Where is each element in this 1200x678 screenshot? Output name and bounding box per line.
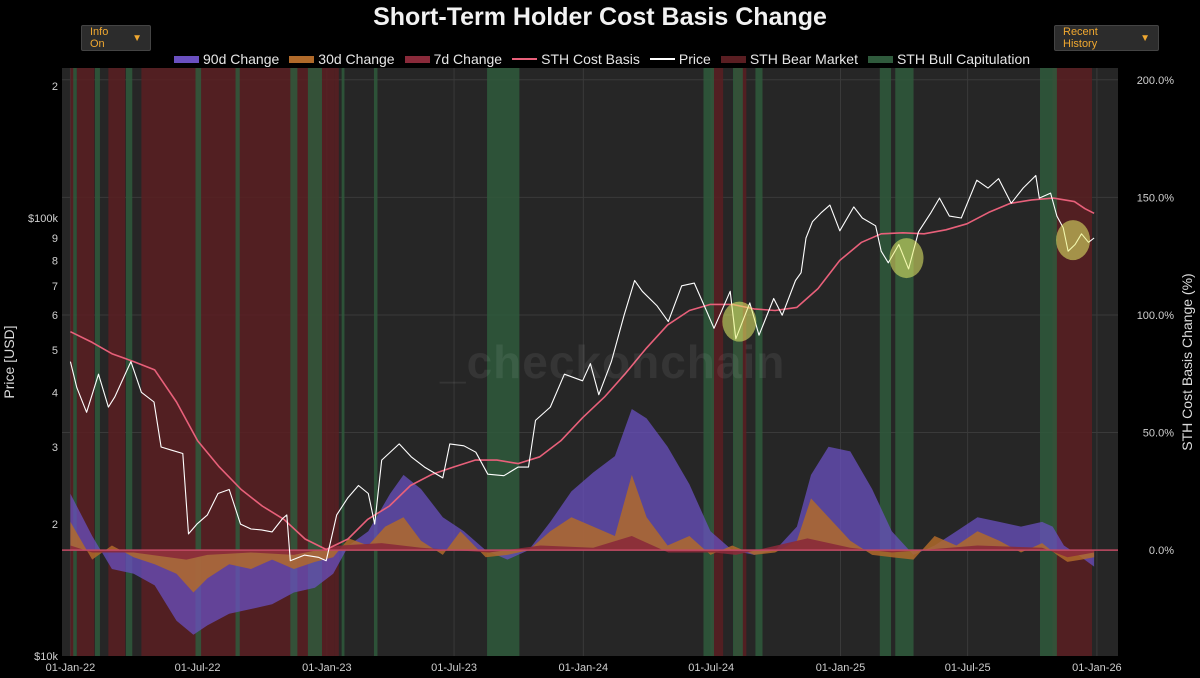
price-line: [69, 174, 1095, 562]
left-tick-label: $100k: [28, 213, 58, 225]
legend-item-90d[interactable]: 90d Change: [174, 51, 279, 67]
bear-market-band: [711, 68, 724, 656]
bull-capitulation-band: [95, 68, 100, 656]
bull-capitulation-band: [195, 68, 202, 656]
legend-item-price[interactable]: Price: [649, 51, 711, 67]
legend-swatch: [720, 55, 746, 63]
x-tick-label: 01-Jul-22: [175, 662, 221, 674]
dropdown-arrow-icon: ▼: [132, 32, 142, 44]
legend-item-7d[interactable]: 7d Change: [404, 51, 503, 67]
bull-capitulation-band: [373, 68, 378, 656]
right-tick-label: 50.0%: [1143, 428, 1174, 440]
right-tick-label: 200.0%: [1137, 75, 1175, 87]
legend: 90d Change 30d Change 7d Change STH Cost…: [174, 51, 1040, 67]
bear-market-band: [70, 68, 74, 656]
legend-label: 7d Change: [433, 51, 503, 67]
change-30d-area: [70, 474, 1095, 593]
highlight-circle: [1056, 220, 1091, 261]
legend-swatch: [512, 58, 538, 60]
x-tick-label: 01-Jul-24: [688, 662, 734, 674]
x-tick-label: 01-Jan-23: [302, 662, 352, 674]
highlight-circle: [889, 238, 924, 279]
dropdown-arrow-icon: ▼: [1140, 32, 1150, 44]
bear-market-band: [334, 68, 339, 656]
right-tick-label: 150.0%: [1137, 192, 1175, 204]
bull-capitulation-band: [755, 68, 763, 656]
bull-capitulation-band: [235, 68, 240, 656]
x-tick-label: 01-Jan-25: [816, 662, 866, 674]
legend-item-bull-capitulation[interactable]: STH Bull Capitulation: [867, 51, 1031, 67]
x-tick-label: 01-Jul-25: [945, 662, 991, 674]
left-axis-title: Price [USD]: [1, 325, 17, 398]
info-toggle-label: Info On: [90, 26, 109, 50]
right-tick-label: 100.0%: [1137, 310, 1175, 322]
legend-swatch: [867, 55, 893, 63]
legend-label: STH Bull Capitulation: [896, 51, 1031, 67]
bear-market-band: [108, 68, 126, 656]
x-tick-label: 01-Jan-24: [559, 662, 609, 674]
bull-capitulation-band: [290, 68, 298, 656]
bull-capitulation-band: [125, 68, 133, 656]
left-tick-label: 2: [52, 519, 58, 531]
bull-capitulation-band: [1040, 68, 1057, 656]
legend-item-30d[interactable]: 30d Change: [289, 51, 395, 67]
right-tick-label: 0.0%: [1149, 545, 1174, 557]
sth-cost-basis-line: [70, 197, 1095, 551]
legend-swatch: [174, 55, 199, 63]
bull-capitulation-band: [73, 68, 77, 656]
legend-label: 90d Change: [203, 51, 280, 67]
x-tick-label: 01-Jul-23: [431, 662, 477, 674]
left-tick-label: 6: [52, 310, 58, 322]
left-tick-label: 4: [52, 387, 58, 399]
highlight-circle: [722, 301, 757, 342]
bull-capitulation-band: [703, 68, 715, 656]
left-tick-label: $10k: [34, 651, 58, 663]
watermark: _checkonchain: [440, 336, 786, 388]
range-dropdown[interactable]: Recent History ▼: [1054, 25, 1159, 51]
bull-capitulation-band: [879, 68, 892, 656]
legend-swatch: [289, 55, 315, 63]
chart-title: Short-Term Holder Cost Basis Change: [373, 3, 827, 31]
legend-label: 30d Change: [318, 51, 395, 67]
bull-capitulation-band: [732, 68, 743, 656]
info-toggle-dropdown[interactable]: Info On ▼: [81, 25, 151, 51]
x-tick-label: 01-Jan-26: [1072, 662, 1122, 674]
left-tick-label: 7: [52, 281, 58, 293]
range-label: Recent History: [1063, 26, 1098, 50]
legend-item-cost-basis[interactable]: STH Cost Basis: [512, 51, 640, 67]
right-axis-title: STH Cost Basis Change (%): [1179, 273, 1195, 450]
left-tick-label: 3: [52, 442, 58, 454]
x-tick-label: 01-Jan-22: [46, 662, 96, 674]
bull-capitulation-band: [307, 68, 322, 656]
left-tick-label: 9: [52, 233, 58, 245]
bull-capitulation-band: [895, 68, 914, 656]
bull-capitulation-band: [341, 68, 345, 656]
left-tick-label: 5: [52, 345, 58, 357]
legend-label: STH Cost Basis: [541, 51, 640, 67]
legend-swatch: [649, 58, 675, 60]
bear-market-band: [76, 68, 95, 656]
change-7d-area: [70, 536, 1095, 560]
bull-capitulation-band: [487, 68, 520, 656]
bear-market-band: [1052, 68, 1093, 656]
legend-label: Price: [678, 51, 711, 67]
legend-item-bear-market[interactable]: STH Bear Market: [720, 51, 858, 67]
left-tick-label: 2: [52, 81, 58, 93]
left-tick-label: 8: [52, 255, 58, 267]
legend-label: STH Bear Market: [749, 51, 858, 67]
legend-swatch: [404, 55, 430, 63]
